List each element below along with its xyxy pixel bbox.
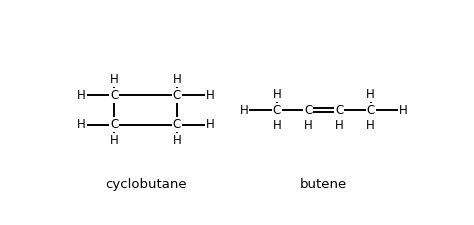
Text: C: C (335, 104, 344, 117)
Text: C: C (366, 104, 375, 117)
Text: C: C (173, 89, 181, 102)
Text: C: C (273, 104, 281, 117)
Text: H: H (173, 73, 181, 86)
Text: H: H (366, 119, 375, 132)
Text: butene: butene (300, 178, 347, 191)
Text: C: C (173, 118, 181, 131)
Text: C: C (110, 89, 118, 102)
Text: H: H (273, 88, 281, 101)
Text: H: H (366, 88, 375, 101)
Text: H: H (206, 118, 214, 131)
Text: H: H (173, 134, 181, 147)
Text: C: C (110, 118, 118, 131)
Text: H: H (239, 104, 248, 117)
Text: H: H (273, 119, 281, 132)
Text: C: C (304, 104, 312, 117)
Text: H: H (304, 119, 312, 132)
Text: H: H (110, 134, 118, 147)
Text: H: H (110, 73, 118, 86)
Text: H: H (77, 89, 86, 102)
Text: H: H (335, 119, 344, 132)
Text: H: H (77, 118, 86, 131)
Text: H: H (399, 104, 408, 117)
Text: H: H (206, 89, 214, 102)
Text: cyclobutane: cyclobutane (105, 178, 186, 191)
